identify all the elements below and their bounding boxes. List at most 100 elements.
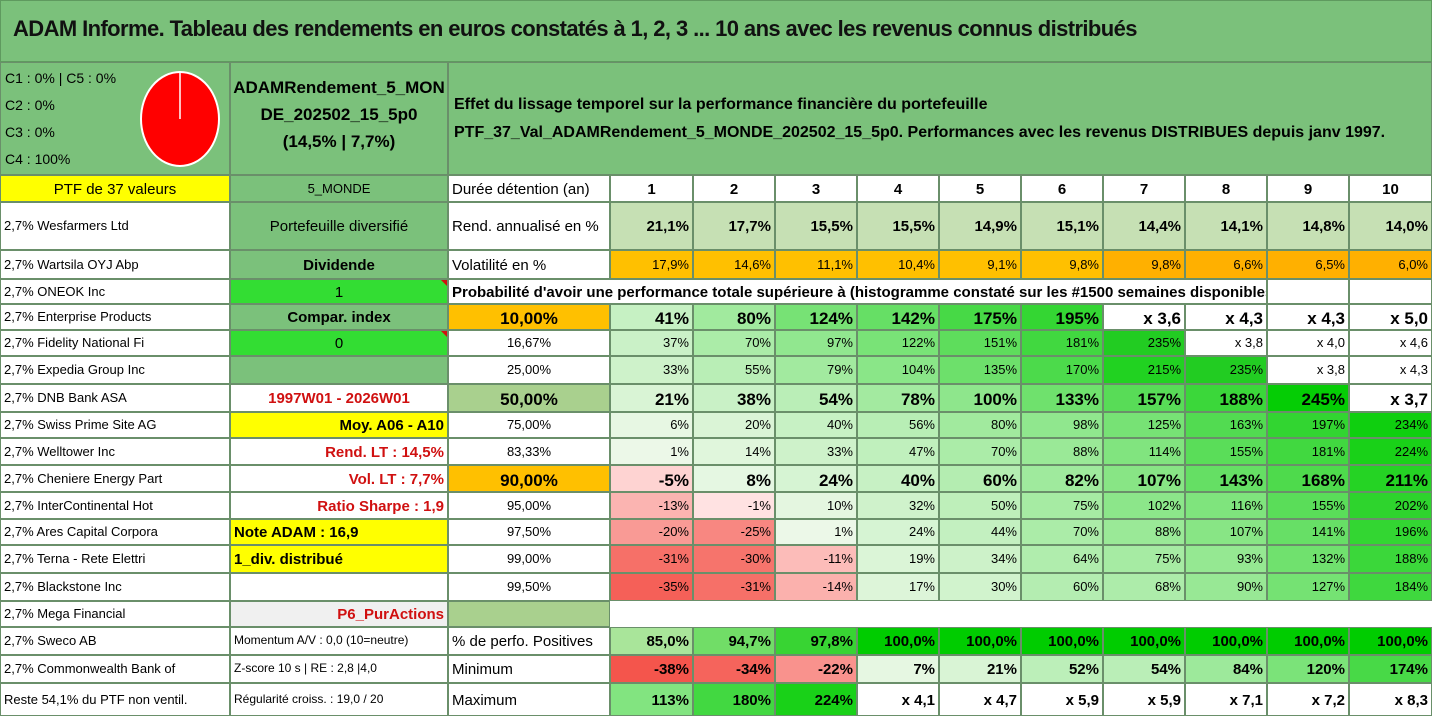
duration-label-text: Durée détention (an)	[452, 180, 590, 198]
probability-value: 47%	[857, 438, 939, 465]
probability-value: 75%	[1103, 545, 1185, 573]
probability-value: 80%	[693, 304, 775, 330]
probability-value: 143%	[1185, 465, 1267, 492]
probability-value: 155%	[1185, 438, 1267, 465]
probability-value-text: 181%	[1065, 335, 1099, 350]
minimum-value: -22%	[775, 655, 857, 683]
probability-value-text: 60%	[1072, 579, 1099, 594]
probability-value: 107%	[1103, 465, 1185, 492]
positive-value-text: 100,0%	[1048, 633, 1099, 650]
rend-value: 14,8%	[1267, 202, 1349, 250]
vol-value-text: 6,6%	[1233, 256, 1263, 272]
probability-threshold: 99,00%	[448, 545, 610, 573]
probability-value-text: 107%	[1137, 470, 1181, 490]
probability-value: 151%	[939, 330, 1021, 356]
probability-value-text: 34%	[990, 551, 1017, 566]
probability-value-text: 197%	[1311, 417, 1345, 432]
positive-value: 100,0%	[1021, 627, 1103, 655]
probability-threshold-text: 75,00%	[506, 417, 552, 432]
holding-row-text: 2,7% DNB Bank ASA	[4, 390, 127, 405]
holding-row-text: 2,7% Welltower Inc	[4, 443, 116, 459]
probability-value: 175%	[939, 304, 1021, 330]
vol-value: 17,9%	[610, 250, 693, 279]
probability-value-text: 88%	[1072, 443, 1099, 459]
probability-value-text: 97%	[826, 335, 853, 350]
probability-threshold: 50,00%	[448, 384, 610, 412]
probability-value-text: 155%	[1229, 443, 1263, 459]
year-header: 8	[1185, 175, 1267, 202]
year-header-text: 4	[893, 180, 903, 198]
probability-value-text: 1%	[834, 524, 853, 539]
probability-value-text: 21%	[654, 390, 689, 409]
probability-value-text: 55%	[744, 362, 771, 377]
holding-row: 2,7% Mega Financial	[0, 601, 230, 627]
probability-value-text: 202%	[1394, 497, 1428, 513]
holding-row: 2,7% Welltower Inc	[0, 438, 230, 465]
probability-value: 88%	[1103, 519, 1185, 545]
probability-value-text: 80%	[736, 309, 771, 328]
info-cell-15-text: P6_PurActions	[337, 606, 444, 623]
probability-value-text: 168%	[1301, 470, 1345, 490]
probability-value-text: 30%	[990, 579, 1017, 594]
probability-threshold: 25,00%	[448, 356, 610, 384]
rend-label-text: Rend. annualisé en %	[452, 218, 599, 235]
duration-label: Durée détention (an)	[448, 175, 610, 202]
probability-value: 155%	[1267, 492, 1349, 519]
probability-value-text: 116%	[1230, 497, 1263, 513]
holding-row-text: 2,7% Terna - Rete Elettri	[4, 551, 146, 566]
probability-value: 50%	[939, 492, 1021, 519]
probability-value-text: 24%	[818, 470, 853, 490]
allocation-line: C4 : 100%	[5, 151, 71, 167]
probability-value-text: 98%	[1072, 417, 1099, 432]
probability-value-text: x 3,7	[1390, 390, 1428, 409]
probability-value: 98%	[1021, 412, 1103, 438]
probability-value: 104%	[857, 356, 939, 384]
info-cell-14	[230, 573, 448, 601]
year-header: 10	[1349, 175, 1432, 202]
strategy-label: 5_MONDE	[230, 175, 448, 202]
probability-value-text: 122%	[901, 335, 935, 350]
probability-value-text: x 4,3	[1225, 309, 1263, 328]
holding-row-text: 2,7% Sweco AB	[4, 633, 97, 648]
positive-value-text: 100,0%	[884, 633, 935, 650]
maximum-value: 113%	[610, 683, 693, 716]
info-cell-13: 1_div. distribué	[230, 545, 448, 573]
probability-threshold-text: 10,00%	[500, 309, 558, 328]
minimum-label-text: Minimum	[452, 661, 513, 678]
probability-value: 64%	[1021, 545, 1103, 573]
probability-value: 188%	[1185, 384, 1267, 412]
maximum-value: x 4,1	[857, 683, 939, 716]
probability-value: 197%	[1267, 412, 1349, 438]
maximum-value: x 4,7	[939, 683, 1021, 716]
holding-row-text: 2,7% Wartsila OYJ Abp	[4, 256, 139, 272]
probability-value-text: 78%	[900, 390, 935, 409]
probability-value-text: 41%	[654, 309, 689, 328]
info-cell-17: Z-score 10 s | RE : 2,8 |4,0	[230, 655, 448, 683]
probability-value: 17%	[857, 573, 939, 601]
probability-value: 245%	[1267, 384, 1349, 412]
vol-value-text: 6,0%	[1398, 256, 1428, 272]
holding-row-text: 2,7% Wesfarmers Ltd	[4, 218, 129, 233]
vol-value: 9,8%	[1021, 250, 1103, 279]
positive-value-text: 97,8%	[810, 633, 853, 650]
probability-value-text: -30%	[740, 551, 771, 566]
info-cell-2-text: Dividende	[303, 256, 375, 274]
probability-value-text: 70%	[744, 335, 771, 350]
minimum-value: 52%	[1021, 655, 1103, 683]
holding-row: 2,7% Blackstone Inc	[0, 573, 230, 601]
vol-label: Volatilité en %	[448, 250, 610, 279]
minimum-value-text: 7%	[913, 661, 935, 678]
probability-value-text: 79%	[826, 362, 853, 377]
probability-value-text: 93%	[1236, 551, 1263, 566]
probability-threshold-text: 25,00%	[506, 362, 552, 377]
maximum-value-text: x 5,9	[1147, 691, 1181, 709]
positive-value-text: 100,0%	[1294, 633, 1345, 650]
report-title: ADAM Informe. Tableau des rendements en …	[0, 0, 1432, 62]
probability-value: 78%	[857, 384, 939, 412]
probability-value-text: 33%	[662, 362, 689, 377]
allocation-line: C2 : 0%	[5, 97, 55, 113]
probability-value-text: x 4,3	[1307, 309, 1345, 328]
holding-row: 2,7% DNB Bank ASA	[0, 384, 230, 412]
holding-row: 2,7% Enterprise Products	[0, 304, 230, 330]
allocation-box: C1 : 0% | C5 : 0% C2 : 0% C3 : 0% C4 : 100%	[0, 62, 230, 175]
